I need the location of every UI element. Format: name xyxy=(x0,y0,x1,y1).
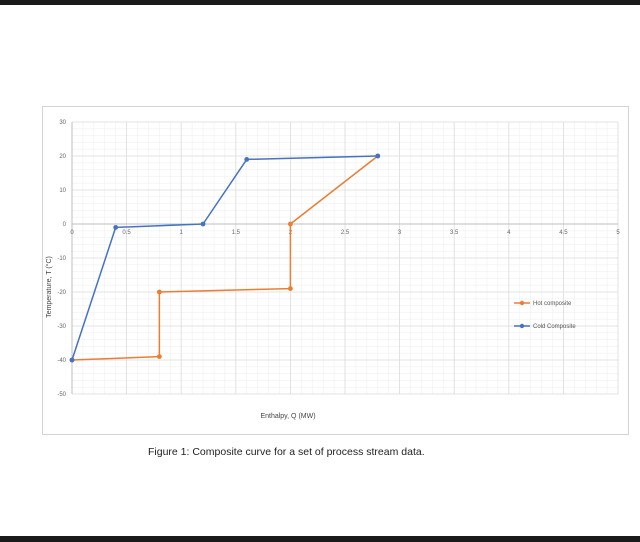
data-point-cold xyxy=(244,157,250,162)
bottom-frame-bar xyxy=(0,536,640,542)
legend-label: Hot composite xyxy=(533,301,572,307)
y-tick-label: -40 xyxy=(57,358,66,364)
legend-marker xyxy=(519,300,525,306)
top-frame-bar xyxy=(0,0,640,5)
x-tick-label: 3.5 xyxy=(450,230,459,236)
legend: Hot composite Cold Composite xyxy=(514,300,576,330)
chart-area: 0 0.5 1 1.5 2 2.5 3 3.5 4 4.5 5 -50 -40 -30 -20 -10 0 10 2… xyxy=(42,106,629,435)
data-point-hot xyxy=(156,289,162,295)
data-point-cold xyxy=(69,357,75,363)
axes: 0 0.5 1 1.5 2 2.5 3 3.5 4 4.5 5-50-40-30-20-100102… xyxy=(57,120,620,398)
y-axis-label: Temperature, T (°C) xyxy=(45,256,53,318)
x-axis-label: Enthalpy, Q (MW) xyxy=(260,413,315,420)
grid xyxy=(71,121,619,395)
x-tick-label: 4 xyxy=(507,230,511,236)
x-tick-label: 3 xyxy=(398,230,402,236)
y-tick-label: -50 xyxy=(57,392,66,398)
y-tick-label: 30 xyxy=(59,120,66,126)
x-tick-label: 1 xyxy=(180,230,184,236)
y-tick-label: -10 xyxy=(57,256,66,262)
x-tick-label: 5 xyxy=(616,230,620,236)
series xyxy=(69,153,381,363)
data-point-hot xyxy=(288,221,293,227)
data-point-hot xyxy=(156,354,162,359)
y-tick-label: -20 xyxy=(57,290,66,296)
y-tick-label: -30 xyxy=(57,324,66,330)
data-point-cold xyxy=(113,225,119,230)
x-tick-label: 0.5 xyxy=(122,230,131,236)
data-point-cold xyxy=(375,153,381,159)
data-point-hot xyxy=(288,286,293,291)
data-point-cold xyxy=(200,221,206,227)
figure-caption: Figure 1: Composite curve for a set of p… xyxy=(148,446,425,458)
x-tick-label: 1.5 xyxy=(232,230,241,236)
x-tick-label: 0 xyxy=(70,230,74,236)
x-tick-label: 2.5 xyxy=(341,230,350,236)
legend-marker xyxy=(519,323,525,329)
series-line-hot xyxy=(71,155,379,361)
composite-curve-chart: 0 0.5 1 1.5 2 2.5 3 3.5 4 4.5 5-50-40-30-20-100102… xyxy=(45,120,620,420)
x-tick-label: 4.5 xyxy=(559,230,568,236)
y-tick-label: 10 xyxy=(59,188,66,194)
y-tick-label: 0 xyxy=(63,222,67,228)
legend-label: Cold Composite xyxy=(533,324,576,330)
y-tick-label: 20 xyxy=(59,154,66,160)
